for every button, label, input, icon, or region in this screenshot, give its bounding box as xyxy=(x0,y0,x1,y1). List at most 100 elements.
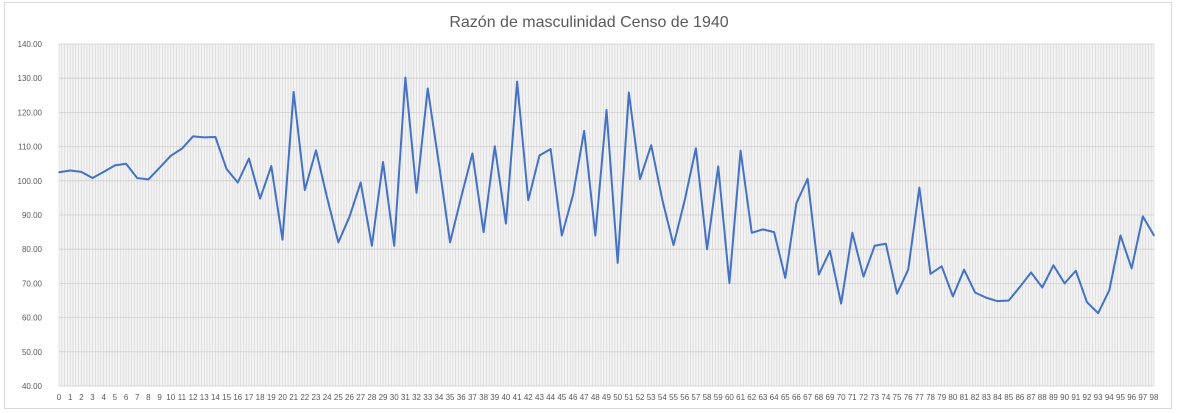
y-tick-label: 80.00 xyxy=(22,245,43,254)
data-point xyxy=(639,178,641,180)
data-point xyxy=(371,244,373,247)
x-tick-label: 98 xyxy=(1150,393,1159,402)
x-tick-label: 54 xyxy=(658,393,667,402)
x-tick-label: 14 xyxy=(211,393,220,402)
x-tick-label: 95 xyxy=(1116,393,1125,402)
x-tick-label: 64 xyxy=(770,393,779,402)
x-tick-label: 81 xyxy=(960,393,969,402)
x-tick-label: 7 xyxy=(135,393,140,402)
x-tick-label: 56 xyxy=(680,393,689,402)
data-point xyxy=(873,244,876,247)
data-point xyxy=(527,199,530,202)
x-tick-label: 46 xyxy=(569,393,578,402)
data-point xyxy=(248,157,250,160)
y-tick-label: 70.00 xyxy=(22,279,43,288)
data-point xyxy=(583,130,585,132)
data-point xyxy=(225,168,228,170)
data-point xyxy=(1007,299,1010,302)
x-tick-label: 28 xyxy=(367,393,376,402)
x-tick-label: 41 xyxy=(513,393,522,402)
x-tick-label: 32 xyxy=(412,393,421,402)
x-tick-label: 12 xyxy=(189,393,198,402)
x-tick-label: 78 xyxy=(926,393,935,402)
data-point xyxy=(1108,289,1111,292)
chart-title: Razón de masculinidad Censo de 1940 xyxy=(449,14,729,31)
data-point xyxy=(605,109,608,111)
data-point xyxy=(661,199,664,201)
x-tick-label: 90 xyxy=(1060,393,1069,402)
y-tick-label: 60.00 xyxy=(22,314,43,323)
data-point xyxy=(449,241,451,244)
data-point xyxy=(650,144,652,147)
data-point xyxy=(706,248,708,250)
x-tick-label: 47 xyxy=(580,393,589,402)
data-point xyxy=(750,231,753,234)
x-tick-label: 91 xyxy=(1071,393,1080,402)
data-point xyxy=(471,152,474,155)
x-tick-label: 65 xyxy=(781,393,790,402)
x-tick-label: 16 xyxy=(233,393,242,402)
x-tick-label: 96 xyxy=(1127,393,1136,402)
data-point xyxy=(996,300,999,302)
x-tick-label: 39 xyxy=(490,393,499,402)
data-point xyxy=(136,177,139,179)
data-point xyxy=(203,136,206,139)
data-point xyxy=(1142,215,1144,218)
data-point xyxy=(214,136,217,138)
x-tick-label: 18 xyxy=(256,393,265,402)
x-tick-label: 6 xyxy=(124,393,129,402)
data-point xyxy=(1030,271,1032,274)
x-tick-label: 34 xyxy=(434,393,443,402)
data-point xyxy=(147,178,150,181)
x-tick-label: 23 xyxy=(312,393,321,402)
data-point xyxy=(259,197,261,200)
x-tick-label: 79 xyxy=(937,393,946,402)
x-tick-label: 63 xyxy=(758,393,767,402)
data-point xyxy=(158,167,161,169)
data-point xyxy=(862,275,865,278)
x-tick-label: 43 xyxy=(535,393,544,402)
x-tick-label: 83 xyxy=(982,393,991,402)
data-point xyxy=(460,196,463,198)
data-point xyxy=(91,177,94,179)
x-tick-label: 52 xyxy=(636,393,645,402)
x-tick-label: 19 xyxy=(267,393,276,402)
data-point xyxy=(538,154,541,157)
data-point xyxy=(393,244,396,247)
x-tick-label: 44 xyxy=(546,393,555,402)
data-point xyxy=(1041,286,1044,289)
data-point xyxy=(974,291,977,294)
x-tick-label: 29 xyxy=(379,393,388,402)
x-tick-label: 40 xyxy=(501,393,510,402)
data-point xyxy=(326,197,328,199)
data-point xyxy=(382,161,384,163)
data-point xyxy=(940,265,943,268)
x-tick-label: 21 xyxy=(289,393,298,402)
x-tick-label: 11 xyxy=(178,393,187,402)
data-point xyxy=(628,91,630,94)
x-tick-label: 5 xyxy=(113,393,118,402)
data-point xyxy=(292,91,295,93)
y-tick-label: 140.00 xyxy=(18,40,43,49)
x-tick-label: 68 xyxy=(814,393,823,402)
x-tick-label: 3 xyxy=(90,393,95,402)
data-point xyxy=(505,222,507,225)
data-point xyxy=(616,262,619,264)
x-tick-label: 76 xyxy=(904,393,913,402)
x-tick-label: 62 xyxy=(747,393,756,402)
data-point xyxy=(415,191,418,194)
x-tick-label: 48 xyxy=(591,393,600,402)
x-tick-label: 35 xyxy=(446,393,455,402)
data-point xyxy=(181,147,183,150)
data-point xyxy=(1086,301,1088,304)
data-point xyxy=(885,242,887,245)
x-tick-label: 92 xyxy=(1083,393,1092,402)
data-point xyxy=(683,199,686,202)
x-tick-label: 66 xyxy=(792,393,801,402)
data-point xyxy=(773,231,775,233)
y-tick-label: 90.00 xyxy=(22,211,43,220)
x-tick-label: 42 xyxy=(524,393,533,402)
data-point xyxy=(1119,234,1122,237)
data-point xyxy=(1153,234,1155,237)
